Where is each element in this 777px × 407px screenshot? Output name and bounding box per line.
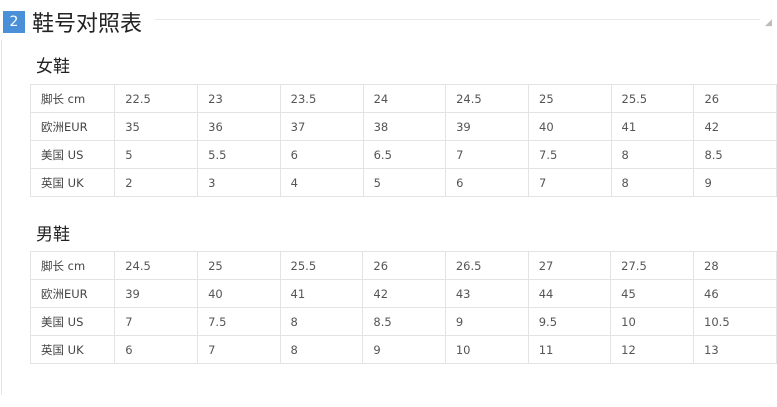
table-cell: 26 [693,84,777,113]
men-section-title: 男鞋 [36,225,70,245]
table-cell: 9 [362,335,446,364]
table-cell: 39 [114,279,199,308]
table-cell: 37 [279,112,364,141]
row-header-cell: 英国 UK [29,168,116,197]
table-cell: 8 [279,307,364,336]
women-section-title: 女鞋 [36,57,70,77]
table-cell: 24 [362,84,447,113]
women-size-table: 脚长 cm 22.5 23 23.5 24 24.5 25 25.5 26 欧洲EUR 35 36 37… [29,84,777,197]
table-cell: 8.5 [362,307,446,336]
table-cell: 10.5 [693,307,777,336]
table-cell: 44 [527,279,612,308]
row-header-cell: 脚长 cm [29,251,116,280]
table-cell: 12 [610,335,695,364]
table-cell: 39 [445,112,530,141]
table-cell: 5 [114,140,199,169]
table-cell: 10 [610,307,695,336]
table-cell: 8.5 [693,140,777,169]
table-cell: 35 [114,112,199,141]
table-cell: 2 [114,168,199,197]
table-cell: 9 [693,168,777,197]
table-cell: 7 [528,168,612,197]
row-header-cell: 美国 US [29,307,116,336]
table-cell: 23.5 [279,84,364,113]
section-number-badge: 2 [3,11,25,33]
table-cell: 24.5 [445,84,530,113]
table-cell: 5.5 [197,140,281,169]
table-cell: 6 [279,140,364,169]
table-cell: 40 [197,279,281,308]
table-cell: 13 [693,335,777,364]
table-row: 脚长 cm 24.5 25 25.5 26 26.5 27 27.5 28 [29,251,777,280]
table-cell: 6.5 [362,140,447,169]
table-row: 英国 UK 2 3 4 5 6 7 8 9 [29,168,777,197]
table-cell: 7.5 [528,140,612,169]
table-cell: 7 [114,307,199,336]
row-header-cell: 脚长 cm [29,84,116,113]
table-cell: 11 [527,335,612,364]
table-cell: 26 [362,251,446,280]
table-cell: 41 [279,279,364,308]
table-cell: 25 [528,84,612,113]
table-cell: 26.5 [444,251,529,280]
resize-handle-icon[interactable]: ◢ [765,18,772,28]
table-cell: 7 [445,140,530,169]
table-cell: 25.5 [610,84,695,113]
table-cell: 25.5 [279,251,364,280]
table-cell: 45 [610,279,695,308]
men-size-table: 脚长 cm 24.5 25 25.5 26 26.5 27 27.5 28 欧洲EUR 39 40 41… [29,251,777,364]
table-cell: 6 [114,335,199,364]
table-cell: 25 [197,251,281,280]
page-title: 鞋号对照表 [32,12,143,37]
table-cell: 38 [362,112,447,141]
table-cell: 28 [693,251,777,280]
table-row: 英国 UK 6 7 8 9 10 11 12 13 [29,335,777,364]
table-row: 欧洲EUR 39 40 41 42 43 44 45 46 [29,279,777,308]
table-cell: 40 [528,112,612,141]
table-row: 美国 US 7 7.5 8 8.5 9 9.5 10 10.5 [29,307,777,336]
table-cell: 8 [610,140,695,169]
table-cell: 9 [444,307,529,336]
table-cell: 6 [445,168,530,197]
table-row: 脚长 cm 22.5 23 23.5 24 24.5 25 25.5 26 [29,84,777,113]
table-cell: 8 [279,335,364,364]
table-cell: 41 [610,112,695,141]
table-cell: 10 [444,335,529,364]
table-cell: 22.5 [114,84,199,113]
header-divider [155,19,760,20]
table-cell: 3 [197,168,281,197]
row-header-cell: 美国 US [29,140,116,169]
table-cell: 4 [279,168,364,197]
table-cell: 46 [693,279,777,308]
row-header-cell: 欧洲EUR [29,279,116,308]
table-cell: 5 [362,168,447,197]
table-cell: 24.5 [114,251,199,280]
table-cell: 42 [693,112,777,141]
table-cell: 36 [197,112,281,141]
table-cell: 7 [197,335,281,364]
table-cell: 27.5 [610,251,695,280]
table-row: 美国 US 5 5.5 6 6.5 7 7.5 8 8.5 [29,140,777,169]
row-header-cell: 欧洲EUR [29,112,116,141]
table-row: 欧洲EUR 35 36 37 38 39 40 41 42 [29,112,777,141]
left-border [1,40,2,395]
table-cell: 23 [197,84,281,113]
table-cell: 27 [527,251,612,280]
row-header-cell: 英国 UK [29,335,116,364]
table-cell: 42 [362,279,446,308]
table-cell: 43 [444,279,529,308]
table-cell: 9.5 [527,307,612,336]
table-cell: 7.5 [197,307,281,336]
section-header: 2 鞋号对照表 [0,6,142,38]
table-cell: 8 [610,168,695,197]
